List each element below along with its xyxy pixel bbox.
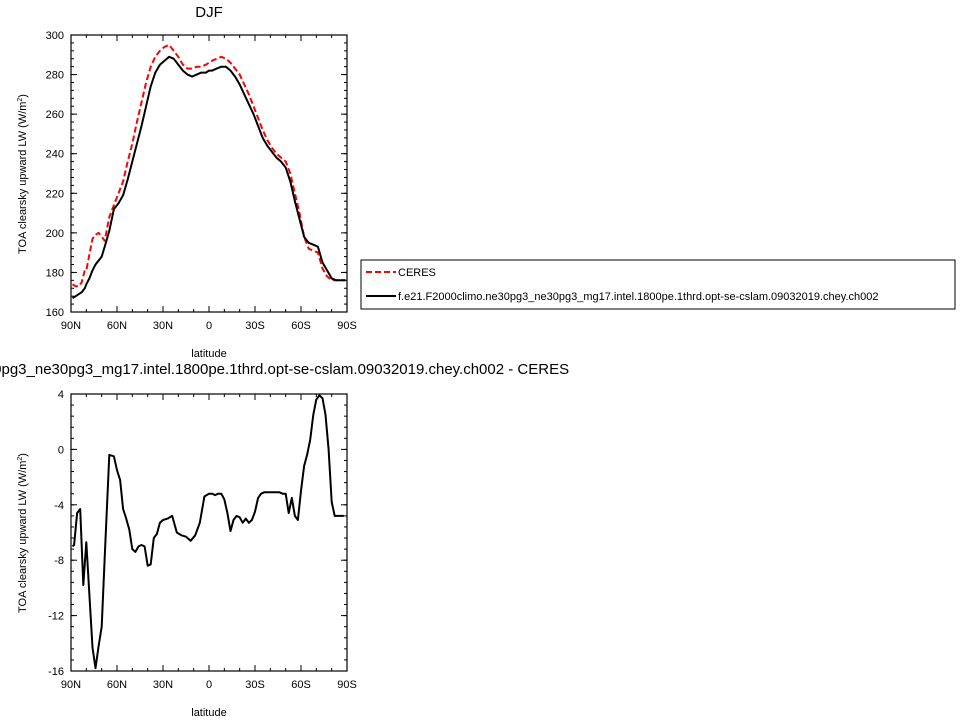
legend-label-ceres: CERES bbox=[398, 267, 436, 279]
top-chart-y-tick-label: 300 bbox=[46, 30, 64, 42]
bottom-chart-y-tick-labels: -16 -12 -8 -4 0 4 bbox=[48, 389, 64, 678]
top-chart-y-tick-label: 160 bbox=[46, 307, 64, 319]
bottom-chart-plot-area bbox=[70, 393, 348, 672]
bottom-chart-y-tick-label: 4 bbox=[58, 389, 64, 401]
bottom-chart-y-axis-label: TOA clearsky upward LW (W/m2) bbox=[17, 453, 29, 613]
top-chart-y-tick-label: 240 bbox=[46, 149, 64, 161]
bottom-chart-panel: f.e21.F2000climo.ne30pg3_ne30pg3_mg17.in… bbox=[0, 361, 569, 719]
bottom-chart-x-tick-label: 60S bbox=[291, 679, 311, 691]
top-chart-y-tick-label: 260 bbox=[46, 109, 64, 121]
top-chart-title: DJF bbox=[195, 4, 223, 21]
top-chart-y-tick-labels: 160 180 200 220 240 260 280 300 bbox=[46, 30, 64, 319]
top-chart-x-tick-label: 30N bbox=[153, 320, 173, 332]
top-chart-y-tick-label: 220 bbox=[46, 188, 64, 200]
top-chart-y-tick-label: 200 bbox=[46, 228, 64, 240]
bottom-chart-y-tick-label: 0 bbox=[58, 444, 64, 456]
bottom-chart-x-tick-label: 90S bbox=[337, 679, 357, 691]
bottom-chart-y-tick-label: -16 bbox=[48, 666, 64, 678]
bottom-chart-x-tick-labels: 90N 60N 30N 0 30S 60S 90S bbox=[61, 679, 357, 691]
legend: CERES f.e21.F2000climo.ne30pg3_ne30pg3_m… bbox=[360, 259, 956, 310]
top-chart-y-tick-label: 280 bbox=[46, 70, 64, 82]
top-chart-ticks bbox=[70, 34, 348, 313]
top-chart-x-tick-label: 0 bbox=[206, 320, 212, 332]
bottom-chart-ticks bbox=[70, 393, 348, 672]
top-chart-x-axis-label: latitude bbox=[191, 348, 226, 360]
top-chart-y-tick-label: 180 bbox=[46, 267, 64, 279]
top-chart-x-tick-label: 90S bbox=[337, 320, 357, 332]
bottom-chart-y-tick-label: -4 bbox=[54, 500, 64, 512]
bottom-chart-x-tick-label: 0 bbox=[206, 679, 212, 691]
bottom-chart-x-tick-label: 90N bbox=[61, 679, 81, 691]
legend-box bbox=[360, 259, 956, 310]
top-chart-y-axis-label: TOA clearsky upward LW (W/m2) bbox=[17, 94, 29, 254]
bottom-chart-x-tick-label: 60N bbox=[107, 679, 127, 691]
top-chart-x-tick-labels: 90N 60N 30N 0 30S 60S 90S bbox=[61, 320, 357, 332]
bottom-chart-y-tick-label: -12 bbox=[48, 611, 64, 623]
top-chart-x-tick-label: 60S bbox=[291, 320, 311, 332]
legend-label-model: f.e21.F2000climo.ne30pg3_ne30pg3_mg17.in… bbox=[398, 291, 878, 303]
bottom-chart-x-tick-label: 30N bbox=[153, 679, 173, 691]
bottom-chart-series-line-0 bbox=[71, 394, 344, 670]
top-chart-series bbox=[71, 43, 346, 299]
top-chart-panel: DJF 90N 60N 30N 0 30S 60S 90S 160 180 200 220 240 2… bbox=[17, 4, 357, 360]
top-chart-x-tick-label: 60N bbox=[107, 320, 127, 332]
bottom-chart-title: f.e21.F2000climo.ne30pg3_ne30pg3_mg17.in… bbox=[0, 361, 569, 378]
top-chart-series-line-1 bbox=[71, 55, 346, 299]
bottom-chart-x-axis-label: latitude bbox=[191, 707, 226, 719]
top-chart-series-line-0 bbox=[71, 43, 346, 288]
top-chart-x-tick-label: 30S bbox=[245, 320, 265, 332]
bottom-chart-x-tick-label: 30S bbox=[245, 679, 265, 691]
top-chart-plot-area bbox=[70, 34, 348, 313]
bottom-chart-y-tick-label: -8 bbox=[54, 555, 64, 567]
bottom-chart-series bbox=[71, 394, 344, 670]
top-chart-x-tick-label: 90N bbox=[61, 320, 81, 332]
